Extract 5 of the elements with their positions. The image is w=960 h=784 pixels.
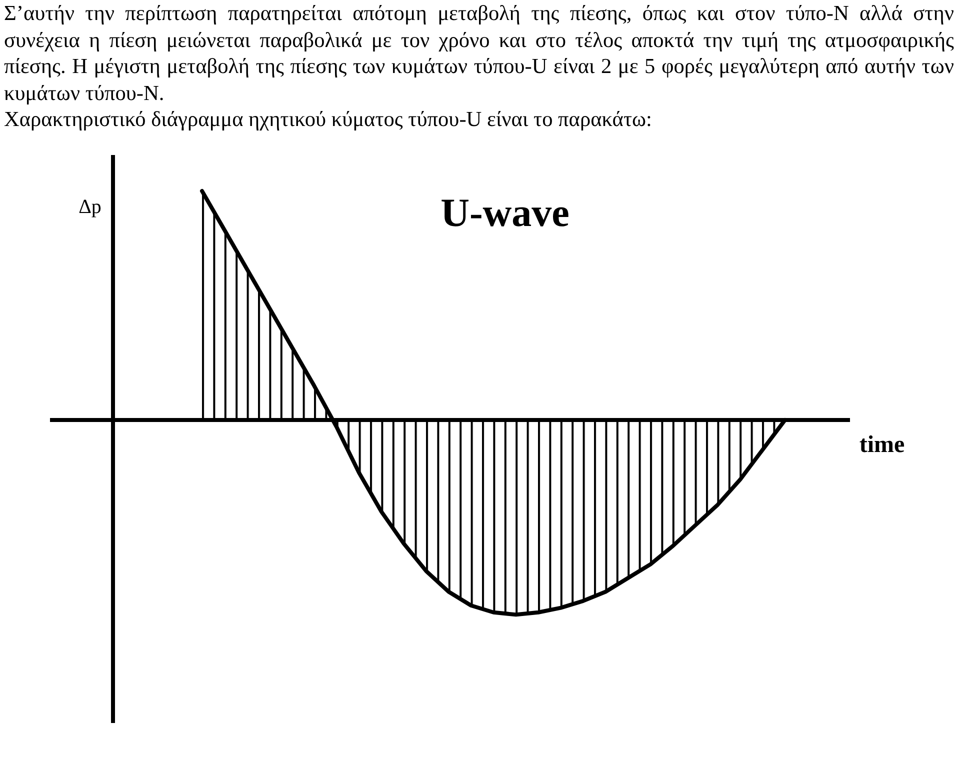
y-axis-title: Δp bbox=[78, 196, 102, 218]
text: Χαρακτηριστικό διάγραμμα ηχητικού κύματος τύπου-U είναι το παρακάτω: bbox=[4, 106, 653, 132]
text: Σ’αυτήν την περίπτωση παρατηρείται απότομη μεταβολή της πίεσης, όπως και στον τύπο-Ν αλλά στην συνέχεια η πίεση μειώνεται παραβολικά με τον χρόνο και στο τέλος αποκτά την τιμή της ατμοσφαιρικής πίεσης. Η μέγιστη μεταβολή της πίεσης των κυμάτων τύπου-U είναι 2 με 5 φορές μεγαλύτερη από αυτήν των κυμάτων τύπου-Ν. bbox=[4, 0, 954, 106]
x-axis-title: time bbox=[859, 432, 905, 458]
chart-title: U-wave bbox=[440, 190, 570, 234]
